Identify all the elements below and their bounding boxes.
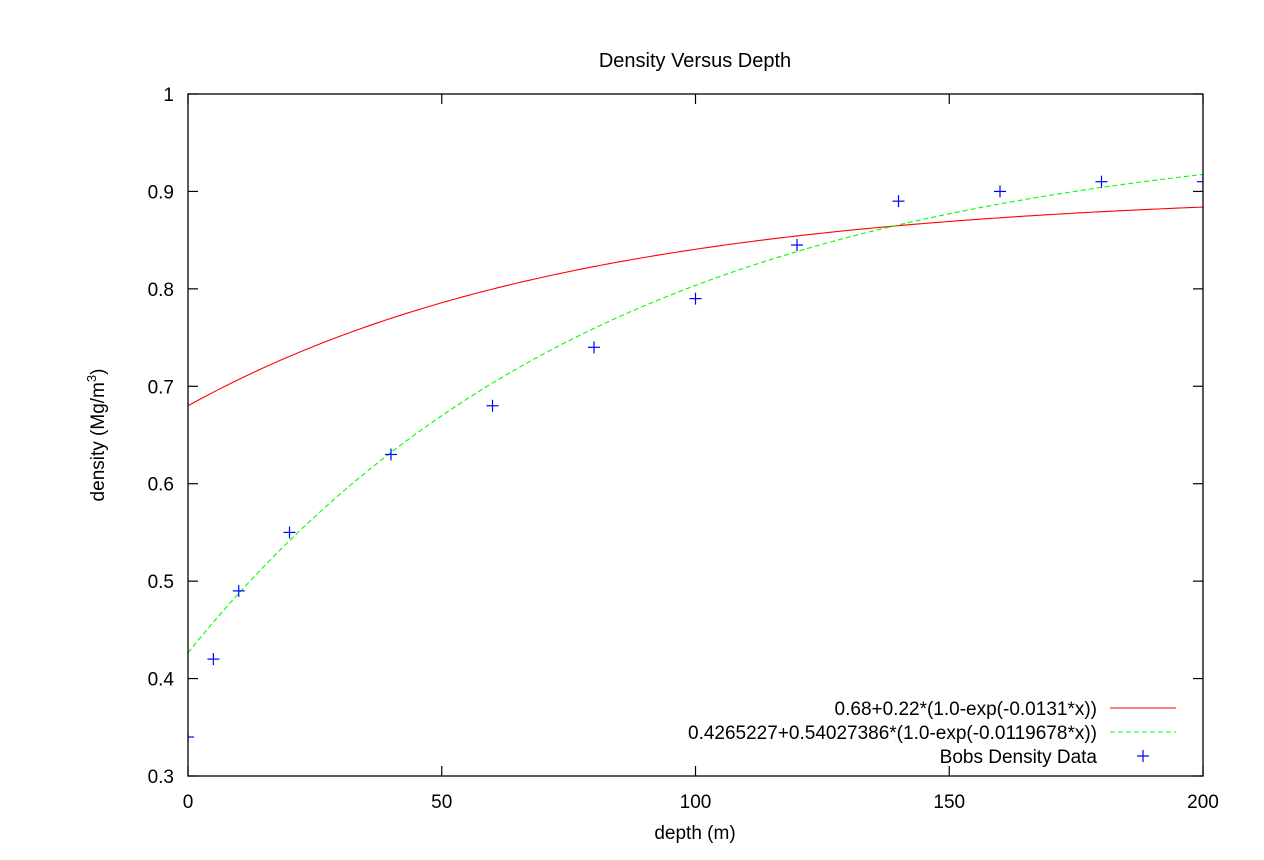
x-tick-label: 0 bbox=[183, 792, 194, 813]
chart-title: Density Versus Depth bbox=[599, 50, 791, 72]
fit-curve-line bbox=[188, 206, 1203, 407]
data-point bbox=[486, 399, 499, 412]
y-tick-label: 0.5 bbox=[148, 572, 174, 593]
data-point bbox=[385, 448, 397, 461]
data-point bbox=[892, 195, 905, 208]
data-point bbox=[188, 731, 194, 744]
data-point bbox=[994, 185, 1006, 198]
x-tick-label: 200 bbox=[1187, 792, 1219, 813]
data-point bbox=[588, 341, 600, 354]
data-point bbox=[1095, 175, 1108, 188]
y-tick-label: 1 bbox=[163, 85, 174, 106]
y-tick-label: 0.6 bbox=[148, 475, 174, 496]
data-point bbox=[791, 239, 803, 252]
legend-label: 0.68+0.22*(1.0-exp(-0.0131*x)) bbox=[835, 699, 1097, 720]
chart-legend: 0.68+0.22*(1.0-exp(-0.0131*x)) 0.4265227+… bbox=[688, 699, 1176, 768]
data-point bbox=[232, 584, 245, 597]
y-axis-label-close: ) bbox=[88, 369, 109, 375]
data-point bbox=[1197, 175, 1203, 188]
y-axis-label: density (Mg/m3) bbox=[84, 369, 109, 502]
legend-label: 0.4265227+0.54027386*(1.0-exp(-0.0119678… bbox=[688, 723, 1097, 744]
y-tick-label: 0.3 bbox=[148, 767, 174, 788]
x-tick-label: 50 bbox=[431, 792, 452, 813]
x-tick-label: 150 bbox=[933, 792, 965, 813]
plot-series bbox=[188, 173, 1203, 744]
y-tick-label: 0.4 bbox=[148, 670, 175, 691]
y-tick-label: 0.9 bbox=[148, 182, 174, 203]
data-point bbox=[207, 653, 220, 666]
x-tick-label: 100 bbox=[680, 792, 712, 813]
data-point bbox=[689, 292, 702, 305]
y-tick-label: 0.7 bbox=[148, 377, 174, 398]
legend-label: Bobs Density Data bbox=[940, 747, 1098, 768]
axis-ticks: 0 50 100 150 200 0.3 0.4 0.5 0.6 0.7 0.8 0.9 1 bbox=[148, 85, 1219, 813]
data-point bbox=[283, 526, 296, 539]
fit-curve-line bbox=[188, 173, 1203, 654]
y-tick-label: 0.8 bbox=[148, 280, 174, 301]
plot-frame bbox=[187, 93, 1204, 777]
x-axis-label: depth (m) bbox=[654, 823, 735, 844]
y-axis-label-main: density (Mg/m bbox=[88, 382, 109, 501]
y-axis-label-superscript: 3 bbox=[84, 375, 99, 382]
